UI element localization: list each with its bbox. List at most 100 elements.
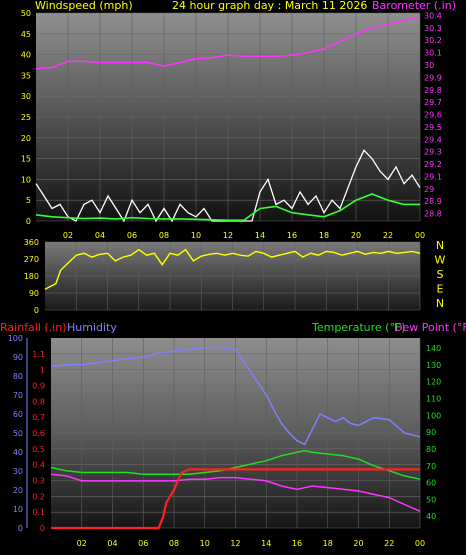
wind-panel-x-ticks: 02 04 06 08 10 12 14 16 18 20 22 00 — [63, 231, 425, 240]
barometer-tick-label: 29.1 — [424, 172, 442, 181]
barometer-tick-label: 28.9 — [424, 197, 442, 206]
chart-title: 24 hour graph day : March 11 2026 — [172, 0, 367, 12]
x-tick-label: 22 — [384, 539, 394, 548]
rain-panel-series — [50, 346, 421, 530]
x-tick-label: 20 — [351, 231, 361, 240]
x-tick-label: 18 — [319, 231, 329, 240]
rainfall-tick-label: 0.1 — [32, 508, 45, 517]
barometer-tick-label: 29.4 — [424, 135, 442, 144]
barometer-tick-label: 29.2 — [424, 160, 442, 169]
x-tick-label: 22 — [383, 231, 393, 240]
rainfall-line — [51, 468, 420, 530]
x-tick-label: 02 — [77, 539, 87, 548]
x-tick-label: 06 — [127, 231, 137, 240]
wind-tick-label: 40 — [21, 51, 31, 60]
x-tick-label: 04 — [95, 231, 105, 240]
rainfall-tick-label: 0.3 — [32, 477, 45, 486]
humidity-tick-label: 100 — [8, 334, 23, 343]
barometer-tick-label: 30.1 — [424, 49, 442, 58]
humidity-tick-label: 70 — [13, 391, 23, 400]
direction-tick-label: 90 — [29, 289, 39, 298]
x-tick-label: 08 — [169, 539, 179, 548]
humidity-tick-label: 60 — [13, 410, 23, 419]
wind-tick-label: 30 — [21, 92, 31, 101]
rain-panel-x-ticks: 02 04 06 08 10 12 14 16 18 20 22 00 — [77, 539, 425, 548]
barometer-axis-title: Barometer (.in) — [372, 0, 456, 12]
wind-tick-label: 20 — [21, 134, 31, 143]
wind-tick-label: 5 — [26, 196, 31, 205]
x-tick-label: 08 — [159, 231, 169, 240]
compass-label: S — [437, 268, 444, 281]
humidity-tick-label: 40 — [13, 448, 23, 457]
humidity-tick-label: 80 — [13, 372, 23, 381]
wind-tick-label: 10 — [21, 175, 31, 184]
x-tick-label: 00 — [415, 231, 425, 240]
temperature-tick-label: 100 — [426, 411, 441, 420]
rainfall-tick-label: 0.9 — [32, 382, 45, 391]
barometer-tick-label: 29.7 — [424, 98, 442, 107]
x-tick-label: 04 — [107, 539, 117, 548]
wind-panel-series — [35, 15, 421, 223]
humidity-axis-ticks: 0 10 20 30 40 50 60 70 80 90 100 — [8, 334, 28, 533]
rainfall-axis-ticks: 0 0.1 0.2 0.3 0.4 0.5 0.6 0.7 0.8 0.9 1 1.1 — [32, 350, 45, 533]
rainfall-tick-label: 0.6 — [32, 429, 45, 438]
x-tick-label: 16 — [292, 539, 302, 548]
wind-direction-line — [44, 248, 421, 290]
direction-panel-series — [44, 248, 421, 290]
x-tick-label: 12 — [230, 539, 240, 548]
x-tick-label: 02 — [63, 231, 73, 240]
barometer-tick-label: 29.6 — [424, 111, 442, 120]
barometer-tick-label: 30.2 — [424, 36, 442, 45]
rainfall-tick-label: 0.5 — [32, 445, 45, 454]
x-tick-label: 12 — [223, 231, 233, 240]
average-wind-line — [35, 193, 420, 221]
barometer-axis-ticks: 28.8 28.9 29 29.1 29.2 29.3 29.4 29.5 29.6 29.7 29… — [424, 11, 442, 218]
barometer-tick-label: 30 — [424, 61, 434, 70]
barometer-tick-label: 29 — [424, 185, 434, 194]
humidity-line — [50, 346, 421, 446]
wind-tick-label: 50 — [21, 9, 31, 18]
temperature-tick-label: 70 — [426, 462, 436, 471]
temperature-tick-label: 60 — [426, 479, 436, 488]
dewpoint-line — [50, 473, 421, 512]
x-tick-label: 00 — [415, 539, 425, 548]
direction-tick-label: 0 — [34, 306, 39, 315]
rainfall-tick-label: 0.7 — [32, 413, 45, 422]
wind-tick-label: 15 — [21, 155, 31, 164]
humidity-tick-label: 0 — [18, 524, 23, 533]
x-tick-label: 14 — [255, 231, 265, 240]
barometer-tick-label: 29.9 — [424, 73, 442, 82]
temperature-tick-label: 140 — [426, 344, 441, 353]
barometer-tick-label: 30.4 — [424, 11, 442, 20]
barometer-tick-label: 29.5 — [424, 123, 442, 132]
direction-tick-label: 270 — [24, 255, 39, 264]
wind-tick-label: 0 — [26, 217, 31, 226]
direction-tick-label: 360 — [24, 238, 39, 247]
direction-axis-ticks: 0 90 180 270 360 — [24, 238, 39, 315]
humidity-tick-label: 90 — [13, 353, 23, 362]
humidity-tick-label: 30 — [13, 467, 23, 476]
dewpoint-axis-title: Dew Point (°F) — [394, 321, 466, 334]
x-tick-label: 16 — [287, 231, 297, 240]
temperature-tick-label: 120 — [426, 378, 441, 387]
rainfall-tick-label: 1 — [40, 366, 45, 375]
x-tick-label: 18 — [323, 539, 333, 548]
rainfall-tick-label: 0.8 — [32, 397, 45, 406]
rainfall-tick-label: 0.2 — [32, 492, 45, 501]
wind-tick-label: 25 — [21, 113, 31, 122]
x-tick-label: 10 — [200, 539, 210, 548]
wind-panel-grid — [36, 12, 421, 222]
temperature-line — [50, 449, 421, 480]
temperature-tick-label: 130 — [426, 361, 441, 370]
wind-axis-title: Windspeed (mph) — [35, 0, 133, 12]
temperature-tick-label: 40 — [426, 512, 436, 521]
rainfall-tick-label: 0.4 — [32, 461, 45, 470]
x-tick-label: 20 — [353, 539, 363, 548]
x-tick-label: 14 — [261, 539, 271, 548]
direction-panel-grid — [45, 241, 421, 311]
wind-axis-ticks: 0 5 10 15 20 25 30 35 40 45 50 — [21, 9, 31, 226]
temperature-tick-label: 80 — [426, 445, 436, 454]
barometer-tick-label: 29.8 — [424, 86, 442, 95]
barometer-tick-label: 29.3 — [424, 148, 442, 157]
